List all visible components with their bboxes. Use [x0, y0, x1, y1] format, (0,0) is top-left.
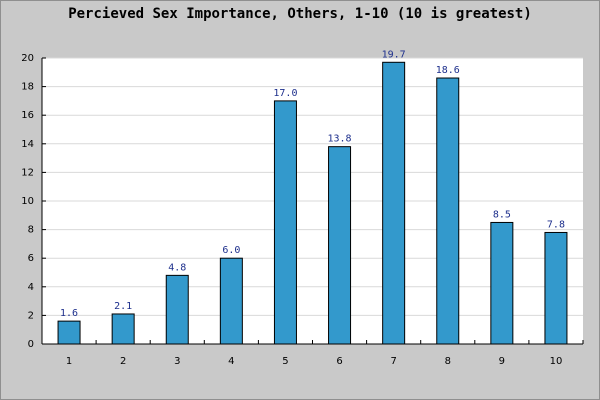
value-label-6: 13.8	[328, 134, 352, 145]
x-tick-label-7: 7	[390, 356, 396, 367]
bar-9	[490, 221, 514, 345]
bar-2	[111, 313, 135, 345]
bar-1	[57, 320, 81, 345]
value-label-10: 7.8	[547, 219, 565, 230]
plot-area: 0 2 4 6 8 10 12 14 16 18 20 1.6 1 2.1 2 4.8 3 6.0 4 17.0 5 13…	[21, 49, 584, 367]
value-label-7: 19.7	[382, 49, 406, 60]
y-tick-label: 16	[21, 110, 34, 121]
y-tick-label: 14	[21, 139, 34, 150]
x-tick-label-9: 9	[499, 356, 505, 367]
chart-title: Percieved Sex Importance, Others, 1-10 (…	[68, 6, 532, 22]
y-tick-label: 2	[28, 310, 34, 321]
bar-10	[544, 231, 568, 345]
value-label-9: 8.5	[493, 209, 511, 220]
x-tick-label-6: 6	[336, 356, 342, 367]
bar-5	[273, 100, 297, 345]
x-tick-label-5: 5	[282, 356, 288, 367]
value-label-3: 4.8	[168, 262, 186, 273]
value-label-5: 17.0	[273, 88, 297, 99]
bar-7	[382, 61, 406, 345]
x-tick-label-3: 3	[174, 356, 180, 367]
value-label-1: 1.6	[60, 308, 78, 319]
y-tick-label: 0	[28, 339, 34, 350]
y-tick-label: 20	[21, 53, 34, 64]
bar-3	[165, 274, 189, 345]
x-tick-label-1: 1	[66, 356, 72, 367]
bar-4	[219, 257, 243, 345]
value-label-4: 6.0	[222, 245, 240, 256]
x-tick-label-8: 8	[445, 356, 451, 367]
y-tick-label: 10	[21, 196, 34, 207]
x-tick-label-10: 10	[550, 356, 563, 367]
value-label-8: 18.6	[436, 65, 460, 76]
y-tick-label: 4	[28, 282, 34, 293]
y-tick-label: 8	[28, 225, 34, 236]
y-tick-label: 12	[21, 167, 34, 178]
bar-6	[328, 146, 352, 345]
x-tick-label-4: 4	[228, 356, 234, 367]
y-tick-label: 6	[28, 253, 34, 264]
y-tick-label: 18	[21, 82, 34, 93]
x-tick-label-2: 2	[120, 356, 126, 367]
value-label-2: 2.1	[114, 301, 132, 312]
bar-8	[436, 77, 460, 345]
